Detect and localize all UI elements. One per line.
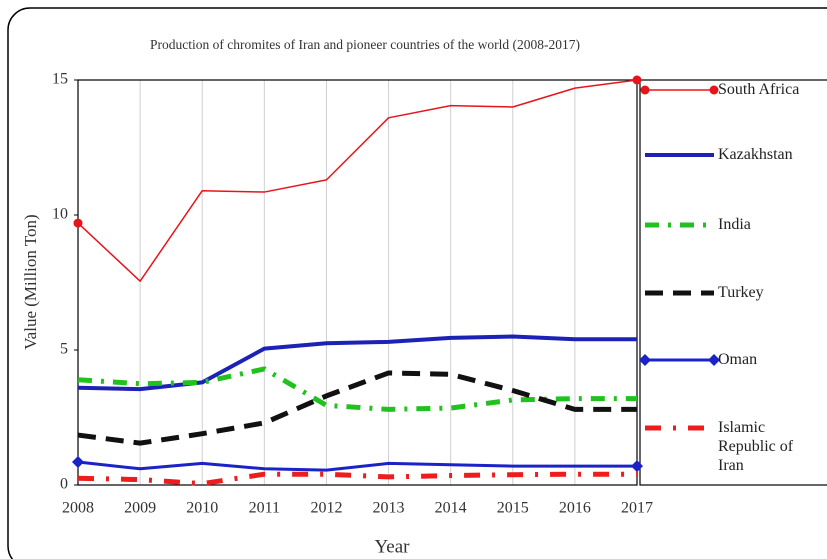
series-line (77, 370, 637, 446)
x-tick-label: 2013 (373, 500, 405, 517)
legend-label: India (718, 216, 751, 233)
y-axis-label: Value (Million Ton) (21, 214, 40, 349)
x-tick-label: 2009 (124, 500, 156, 517)
x-tick-label: 2010 (186, 500, 218, 517)
chart-title: Production of chromites of Iran and pion… (150, 37, 580, 52)
y-tick-label: 5 (60, 341, 68, 358)
point-marker (73, 218, 83, 228)
series-line (77, 79, 638, 282)
point-marker (631, 460, 643, 473)
plot-area (77, 79, 638, 486)
legend-label: South Africa (718, 81, 800, 98)
legend-label: Oman (718, 351, 758, 368)
legend-label: Islamic Republic of Iran (718, 419, 794, 474)
point-marker (640, 85, 650, 95)
series-line (77, 334, 637, 392)
legend-box (639, 79, 827, 486)
frame (7, 7, 827, 559)
x-tick-label: 2008 (62, 500, 94, 517)
point-marker (709, 85, 719, 95)
x-tick-label: 2014 (435, 500, 467, 517)
series-line (77, 471, 637, 487)
legend-label: Kazakhstan (718, 146, 793, 163)
series-line (77, 460, 637, 472)
point-marker (708, 354, 720, 366)
point-marker (639, 354, 651, 366)
point-marker (72, 456, 84, 469)
legend-label: Turkey (718, 284, 764, 301)
x-tick-label: 2011 (249, 500, 280, 517)
y-tick-label: 15 (52, 71, 68, 88)
x-tick-label: 2017 (621, 500, 653, 517)
x-axis-label: Year (374, 536, 410, 557)
x-tick-label: 2016 (559, 500, 591, 517)
x-tick-label: 2012 (310, 500, 342, 517)
y-tick-label: 10 (52, 206, 68, 223)
x-tick-label: 2015 (497, 500, 529, 517)
y-tick-label: 0 (60, 476, 68, 493)
point-marker (632, 75, 642, 85)
